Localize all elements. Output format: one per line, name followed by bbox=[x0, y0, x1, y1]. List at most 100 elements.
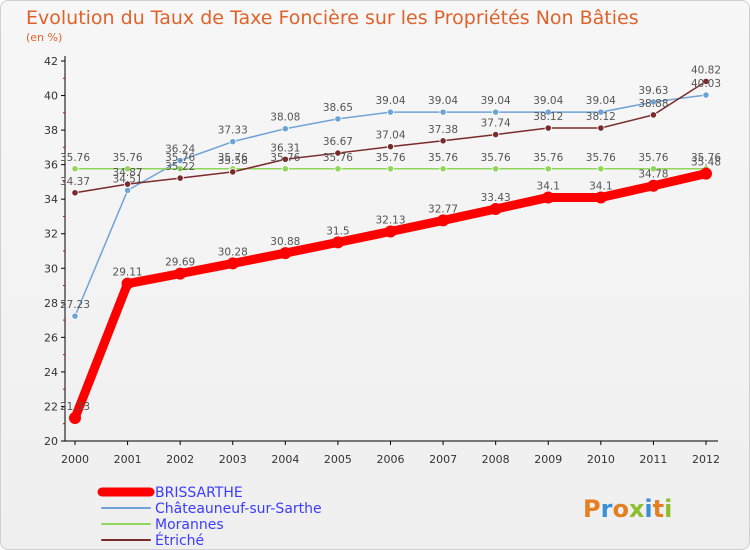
data-label: 34.1 bbox=[537, 180, 560, 192]
data-label: 34.1 bbox=[589, 180, 612, 192]
series-layer bbox=[69, 77, 712, 425]
data-point bbox=[384, 225, 397, 238]
data-label: 35.76 bbox=[428, 152, 458, 164]
data-label: 37.33 bbox=[218, 125, 248, 137]
data-label: 32.77 bbox=[428, 203, 458, 215]
data-point bbox=[489, 203, 502, 216]
legend-label: BRISSARTHE bbox=[155, 485, 243, 501]
data-label: 30.88 bbox=[270, 236, 300, 248]
data-label: 30.28 bbox=[218, 246, 248, 258]
logo-letter: P bbox=[583, 495, 601, 523]
data-point bbox=[542, 191, 555, 204]
x-tick-label: 2010 bbox=[587, 453, 615, 466]
data-label: 36.24 bbox=[165, 143, 195, 155]
data-point bbox=[334, 149, 342, 157]
data-point bbox=[594, 191, 607, 204]
data-label: 35.48 bbox=[691, 157, 721, 169]
series-line bbox=[74, 94, 707, 317]
data-point bbox=[439, 165, 447, 173]
data-point bbox=[386, 165, 395, 173]
data-point bbox=[439, 108, 447, 116]
chart-title: Evolution du Taux de Taxe Foncière sur l… bbox=[26, 7, 639, 29]
series-line bbox=[70, 169, 711, 423]
data-label: 35.76 bbox=[323, 152, 353, 164]
data-point bbox=[123, 186, 132, 194]
data-point bbox=[647, 179, 660, 192]
x-tick-label: 2000 bbox=[61, 453, 89, 466]
x-tick-label: 2005 bbox=[324, 453, 352, 466]
data-point bbox=[544, 124, 552, 132]
y-tick-label: 40 bbox=[44, 90, 58, 103]
data-label: 38.12 bbox=[533, 111, 563, 123]
logo-letter: i bbox=[664, 495, 672, 523]
logo-letter: t bbox=[653, 495, 664, 523]
series-0 bbox=[69, 167, 712, 425]
data-label: 40.03 bbox=[691, 78, 721, 90]
data-label: 35.22 bbox=[165, 161, 195, 173]
data-point bbox=[71, 189, 79, 197]
data-label: 36.67 bbox=[323, 136, 353, 148]
data-point bbox=[492, 130, 500, 139]
data-label: 31.5 bbox=[326, 225, 349, 237]
legend-label: Morannes bbox=[155, 517, 224, 533]
y-tick-label: 22 bbox=[44, 400, 58, 413]
data-point bbox=[544, 108, 552, 116]
data-label: 34.37 bbox=[60, 176, 90, 188]
x-tick-label: 2003 bbox=[219, 453, 247, 466]
data-label: 36.31 bbox=[270, 142, 300, 154]
y-tick-label: 36 bbox=[44, 159, 58, 172]
data-point bbox=[386, 143, 395, 151]
x-tick-label: 2004 bbox=[271, 453, 299, 466]
data-point bbox=[71, 312, 79, 320]
data-point bbox=[597, 165, 605, 173]
data-label: 35.76 bbox=[165, 152, 195, 164]
logo-letter: i bbox=[644, 495, 652, 523]
data-label: 35.76 bbox=[586, 152, 616, 164]
y-tick-label: 38 bbox=[44, 124, 58, 137]
axes: 20 22 24 26 28 30 32 34 36 38 40 42 2000 2001 2002 2003… bbox=[44, 55, 720, 466]
data-point bbox=[597, 124, 605, 132]
y-tick-label: 32 bbox=[44, 228, 58, 241]
data-point bbox=[492, 165, 500, 173]
data-point bbox=[229, 138, 237, 146]
series-1 bbox=[71, 91, 710, 320]
data-label: 39.04 bbox=[428, 95, 458, 107]
x-tick-label: 2007 bbox=[429, 453, 457, 466]
data-point bbox=[121, 277, 134, 290]
data-label: 21.33 bbox=[60, 401, 90, 413]
data-point bbox=[649, 98, 658, 106]
data-point bbox=[281, 165, 289, 173]
data-point bbox=[176, 174, 184, 182]
logo-letter: x bbox=[629, 495, 645, 523]
data-point bbox=[123, 180, 132, 188]
logo-letter: o bbox=[612, 495, 629, 523]
data-point bbox=[331, 236, 344, 249]
data-label: 38.88 bbox=[638, 98, 668, 110]
data-point bbox=[71, 165, 79, 173]
logo-text: Proxiti bbox=[583, 495, 672, 523]
y-tick-label: 28 bbox=[44, 297, 58, 310]
data-label: 38.65 bbox=[323, 102, 353, 114]
data-label: 32.13 bbox=[375, 214, 405, 226]
x-tick-label: 2011 bbox=[639, 453, 667, 466]
data-point bbox=[702, 91, 710, 99]
data-point bbox=[702, 77, 710, 85]
legend-label: Étriché bbox=[155, 532, 204, 549]
data-point bbox=[700, 167, 712, 180]
data-labels-layer: 21.33 29.11 29.69 30.28 30.88 31.5 32.13 32.77 3… bbox=[60, 64, 721, 413]
data-label: 39.04 bbox=[533, 95, 563, 107]
data-label: 37.74 bbox=[481, 118, 511, 130]
data-point bbox=[649, 165, 658, 173]
data-label: 35.76 bbox=[638, 152, 668, 164]
data-label: 35.76 bbox=[481, 152, 511, 164]
data-point bbox=[597, 108, 605, 116]
data-label: 39.04 bbox=[481, 95, 511, 107]
series-3 bbox=[71, 77, 710, 197]
data-point bbox=[176, 165, 184, 173]
y-tick-label: 24 bbox=[44, 366, 58, 379]
x-tick-label: 2001 bbox=[114, 453, 142, 466]
data-point bbox=[437, 214, 450, 227]
data-label: 34.87 bbox=[113, 167, 143, 179]
